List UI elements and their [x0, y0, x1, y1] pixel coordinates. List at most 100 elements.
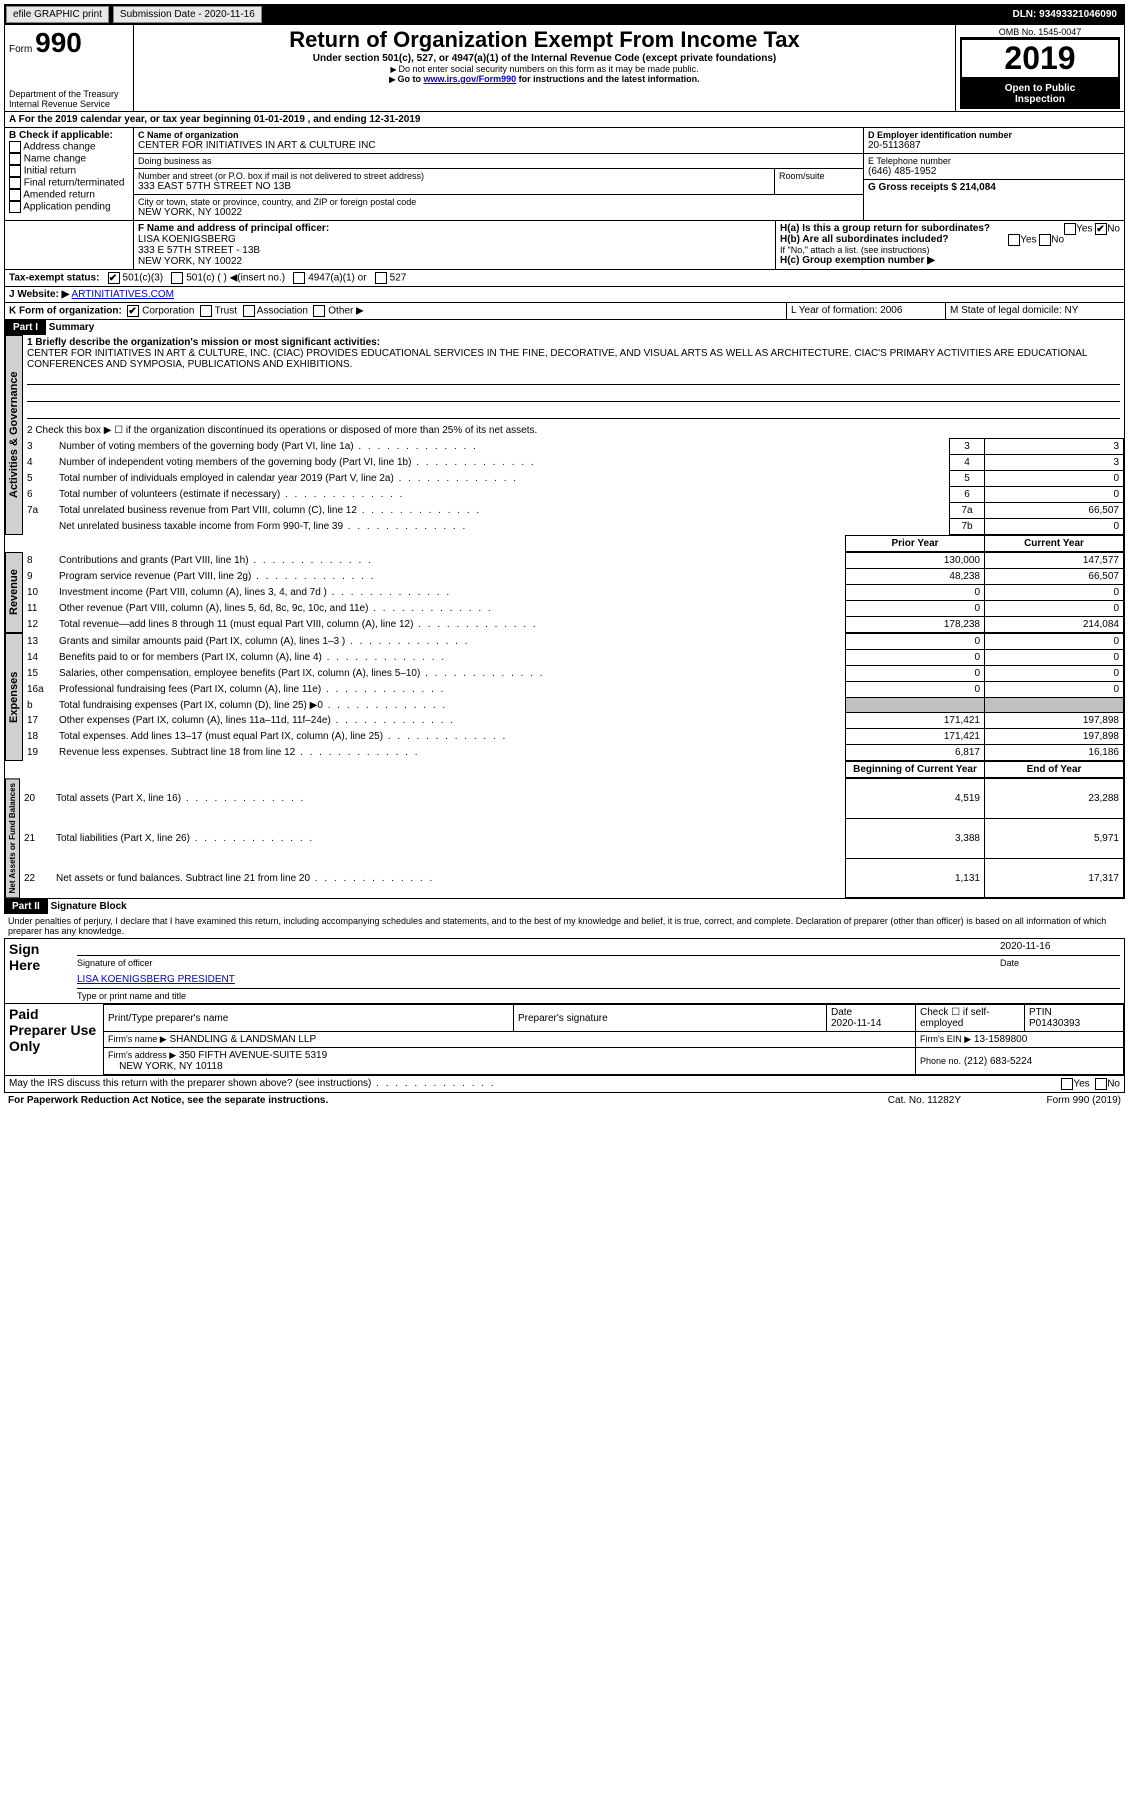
opt-501c3[interactable]: 501(c)(3) — [123, 273, 164, 284]
col-prior: Prior Year — [846, 536, 985, 552]
table-row: 18 Total expenses. Add lines 13–17 (must… — [23, 729, 1124, 745]
form-number: 990 — [35, 27, 82, 58]
sig-date-value: 2020-11-16 — [1000, 941, 1120, 956]
paid-preparer-block: Paid Preparer Use Only Print/Type prepar… — [4, 1004, 1125, 1076]
opt-4947[interactable]: 4947(a)(1) or — [308, 273, 366, 284]
table-row: 5 Total number of individuals employed i… — [23, 471, 1124, 487]
sig-officer-label: Signature of officer — [77, 958, 1000, 968]
rows-netassets: 20 Total assets (Part X, line 16) 4,519 … — [20, 778, 1124, 898]
section-fh: F Name and address of principal officer:… — [4, 221, 1125, 270]
table-row: b Total fundraising expenses (Part IX, c… — [23, 698, 1124, 713]
col-beg: Beginning of Current Year — [846, 762, 985, 778]
q2: 2 Check this box ▶ ☐ if the organization… — [23, 423, 1124, 438]
ha-yes[interactable]: Yes — [1076, 224, 1092, 235]
tax-year: 2019 — [960, 38, 1120, 79]
opt-527[interactable]: 527 — [390, 273, 407, 284]
officer-signature-line[interactable] — [77, 941, 1000, 956]
rows-revenue: 8 Contributions and grants (Part VIII, l… — [23, 552, 1124, 633]
chk-address[interactable]: Address change — [23, 142, 95, 153]
hc-label: H(c) Group exemption number ▶ — [780, 255, 1120, 266]
opt-assoc[interactable]: Association — [257, 306, 308, 317]
box-klm: K Form of organization: ✔ Corporation Tr… — [4, 303, 1125, 320]
discuss-no[interactable]: No — [1107, 1079, 1120, 1090]
col-curr: Current Year — [985, 536, 1124, 552]
table-row: Net unrelated business taxable income fr… — [23, 519, 1124, 535]
declaration: Under penalties of perjury, I declare th… — [4, 914, 1125, 938]
ptin-label: PTIN — [1029, 1007, 1052, 1018]
opt-trust[interactable]: Trust — [215, 306, 237, 317]
footer-right: Form 990 (2019) — [961, 1095, 1121, 1106]
table-row: 19 Revenue less expenses. Subtract line … — [23, 745, 1124, 761]
opt-corp[interactable]: Corporation — [142, 306, 194, 317]
chk-name[interactable]: Name change — [24, 154, 86, 165]
table-row: 11 Other revenue (Part VIII, column (A),… — [23, 601, 1124, 617]
website-link[interactable]: ARTINITIATIVES.COM — [72, 289, 174, 300]
officer-addr2: NEW YORK, NY 10022 — [138, 256, 771, 267]
footer-left: For Paperwork Reduction Act Notice, see … — [8, 1095, 888, 1106]
prep-date: 2020-11-14 — [831, 1018, 881, 1029]
hb-label: H(b) Are all subordinates included? — [780, 234, 949, 245]
box-c-label: C Name of organization — [138, 130, 859, 140]
chk-initial[interactable]: Initial return — [24, 166, 76, 177]
officer-name: LISA KOENIGSBERG — [138, 234, 771, 245]
q1-text: CENTER FOR INITIATIVES IN ART & CULTURE,… — [27, 348, 1120, 370]
officer-addr1: 333 E 57TH STREET - 13B — [138, 245, 771, 256]
firm-name: SHANDLING & LANDSMAN LLP — [169, 1034, 316, 1045]
phone-value: (646) 485-1952 — [868, 166, 1120, 177]
box-m: M State of legal domicile: NY — [945, 303, 1124, 319]
chk-pending[interactable]: Application pending — [23, 202, 110, 213]
inspect-line1: Open to Public — [964, 83, 1116, 94]
opt-501c[interactable]: 501(c) ( ) ◀(insert no.) — [186, 273, 285, 284]
firm-ein: 13-1589800 — [974, 1034, 1027, 1045]
hb-yes[interactable]: Yes — [1020, 235, 1036, 246]
table-row: 7a Total unrelated business revenue from… — [23, 503, 1124, 519]
room-label: Room/suite — [779, 171, 859, 181]
discuss-yes[interactable]: Yes — [1073, 1079, 1089, 1090]
note-goto-prefix: Go to — [389, 74, 423, 84]
city-label: City or town, state or province, country… — [138, 197, 859, 207]
firm-addr-label: Firm's address ▶ — [108, 1050, 176, 1060]
box-l: L Year of formation: 2006 — [786, 303, 945, 319]
table-row: 22 Net assets or fund balances. Subtract… — [20, 858, 1124, 898]
hb-note: If "No," attach a list. (see instruction… — [780, 245, 1120, 255]
part2-title: Part II — [4, 899, 48, 914]
table-row: 14 Benefits paid to or for members (Part… — [23, 650, 1124, 666]
table-row: 13 Grants and similar amounts paid (Part… — [23, 634, 1124, 650]
box-e-label: E Telephone number — [868, 156, 1120, 166]
dln: DLN: 93493321046090 — [1006, 7, 1123, 22]
note-ssn: Do not enter social security numbers on … — [138, 64, 951, 74]
hb-no[interactable]: No — [1051, 235, 1064, 246]
side-expenses: Expenses — [5, 633, 23, 761]
discuss-row: May the IRS discuss this return with the… — [4, 1076, 1125, 1093]
prep-date-label: Date — [831, 1007, 852, 1018]
sign-here-block: Sign Here Signature of officer 2020-11-1… — [4, 938, 1125, 1004]
opt-other[interactable]: Other ▶ — [328, 306, 363, 317]
part1-title: Part I — [5, 320, 46, 335]
ha-no[interactable]: No — [1107, 224, 1120, 235]
section-bcdefg: B Check if applicable: Address change Na… — [4, 128, 1125, 221]
form990-link[interactable]: www.irs.gov/Form990 — [423, 74, 516, 84]
q1-label: 1 Briefly describe the organization's mi… — [27, 337, 1120, 348]
side-netassets: Net Assets or Fund Balances — [5, 778, 20, 898]
ptin: P01430393 — [1029, 1018, 1080, 1029]
form-prefix: Form — [9, 44, 32, 55]
officer-name-line[interactable]: LISA KOENIGSBERG PRESIDENT — [77, 974, 1120, 989]
box-b-label: B Check if applicable: — [9, 130, 129, 141]
phone-label: Phone no. — [920, 1056, 961, 1066]
part1: Part I Summary Activities & Governance 1… — [4, 320, 1125, 899]
street-label: Number and street (or P.O. box if mail i… — [138, 171, 770, 181]
box-j: J Website: ▶ ARTINITIATIVES.COM — [4, 287, 1125, 303]
efile-button[interactable]: efile GRAPHIC print — [6, 6, 109, 23]
box-j-label: J — [9, 289, 15, 300]
chk-final[interactable]: Final return/terminated — [24, 178, 125, 189]
firm-name-label: Firm's name ▶ — [108, 1034, 167, 1044]
check-self[interactable]: Check ☐ if self-employed — [916, 1005, 1025, 1032]
table-row: 6 Total number of volunteers (estimate i… — [23, 487, 1124, 503]
chk-amended[interactable]: Amended return — [23, 190, 95, 201]
table-row: 21 Total liabilities (Part X, line 26) 3… — [20, 818, 1124, 858]
box-i: Tax-exempt status: ✔ 501(c)(3) 501(c) ( … — [4, 270, 1125, 287]
table-row: 9 Program service revenue (Part VIII, li… — [23, 569, 1124, 585]
footer: For Paperwork Reduction Act Notice, see … — [4, 1093, 1125, 1108]
table-row: 12 Total revenue—add lines 8 through 11 … — [23, 617, 1124, 633]
box-g: G Gross receipts $ 214,084 — [868, 182, 1120, 193]
